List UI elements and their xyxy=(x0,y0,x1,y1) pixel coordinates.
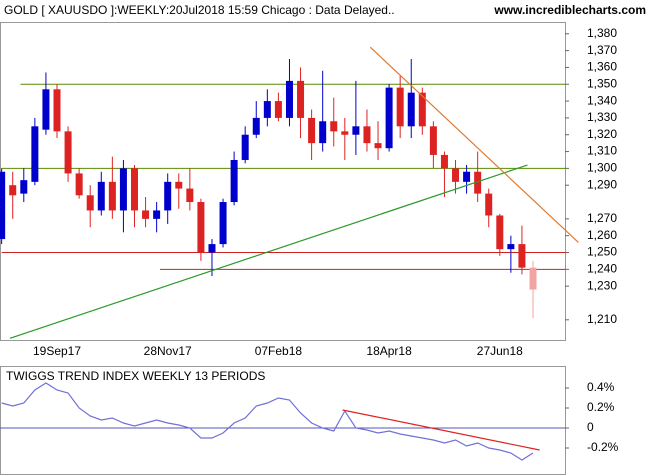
trend-line xyxy=(369,46,579,243)
candle-body xyxy=(407,92,415,127)
candle-body xyxy=(319,121,327,144)
candle-body xyxy=(440,154,448,169)
candle-body xyxy=(418,92,426,127)
candle-body xyxy=(75,173,83,196)
trend-line xyxy=(9,164,528,339)
candle-body xyxy=(119,168,127,211)
candle-body xyxy=(53,89,61,132)
candle-body xyxy=(241,134,249,160)
x-tick-label: 18Apr18 xyxy=(366,344,412,358)
candle-body xyxy=(396,87,404,127)
source: www.incrediblecharts.com xyxy=(493,3,646,17)
candle-body xyxy=(130,168,138,211)
candle-body xyxy=(474,171,482,194)
y-tick-label: 1,320 xyxy=(587,127,617,141)
candle-body xyxy=(86,195,94,211)
y-tick-label: 1,340 xyxy=(587,93,617,107)
chart-title: GOLD [ XAUUSDO ]:WEEKLY:20Jul2018 15:59 … xyxy=(4,3,395,17)
indicator-title: TWIGGS TREND INDEX WEEKLY 13 PERIODS xyxy=(6,369,265,383)
candle-body xyxy=(341,131,349,135)
y-tick-label: 1,210 xyxy=(587,312,617,326)
candle-body xyxy=(274,101,282,118)
candle-body xyxy=(186,188,194,203)
candle-body xyxy=(285,80,293,118)
indicator-line xyxy=(1,382,534,461)
candle-body xyxy=(208,244,216,253)
candle-body xyxy=(142,210,150,219)
candle-body xyxy=(20,180,28,194)
candle-body xyxy=(429,126,437,155)
y-tick-label: 1,310 xyxy=(587,144,617,158)
y-tick-label: 1,350 xyxy=(587,76,617,90)
y-tick-label: 1,330 xyxy=(587,110,617,124)
candle-body xyxy=(230,159,238,203)
candle-body xyxy=(297,80,305,118)
y-tick-label: 1,380 xyxy=(587,26,617,40)
candle-body xyxy=(175,181,183,189)
y-tick-label: 1,360 xyxy=(587,60,617,74)
y-tick-label: 1,270 xyxy=(587,211,617,225)
candle-body xyxy=(31,126,39,182)
indicator-trend-line xyxy=(342,409,540,451)
y-tick-label: 1,230 xyxy=(587,278,617,292)
candle-body xyxy=(219,202,227,245)
x-tick-label: 28Nov17 xyxy=(144,344,192,358)
candle-body xyxy=(42,89,50,130)
candle-body xyxy=(463,171,471,182)
candle-body xyxy=(64,131,72,174)
candle-body xyxy=(518,244,526,268)
y-tick-label: -0.2% xyxy=(587,440,619,454)
candle-body xyxy=(153,210,161,219)
candle-body xyxy=(0,171,6,240)
candle-body xyxy=(308,117,316,144)
candle-body xyxy=(9,185,17,196)
candle-body xyxy=(374,143,382,149)
candle-body xyxy=(97,181,105,211)
candle-body xyxy=(385,87,393,149)
y-tick-label: 1,250 xyxy=(587,245,617,259)
candle-body xyxy=(108,181,116,211)
candle-body xyxy=(197,202,205,253)
candle-body xyxy=(252,117,260,135)
candle-body xyxy=(263,101,271,118)
y-tick-label: 0 xyxy=(587,420,594,434)
candle-body xyxy=(529,267,537,290)
x-tick-label: 27Jun18 xyxy=(477,344,523,358)
candle-body xyxy=(485,193,493,216)
candle-body xyxy=(352,126,360,135)
y-tick-label: 0.2% xyxy=(587,400,615,414)
candle-body xyxy=(164,181,172,211)
x-tick-label: 07Feb18 xyxy=(255,344,303,358)
y-tick-label: 1,300 xyxy=(587,161,617,175)
candle-body xyxy=(507,244,515,250)
candle-body xyxy=(496,215,504,250)
y-tick-label: 1,260 xyxy=(587,228,617,242)
candle-body xyxy=(363,126,371,144)
y-tick-label: 1,370 xyxy=(587,43,617,57)
y-tick-label: 1,240 xyxy=(587,262,617,276)
x-tick-label: 19Sep17 xyxy=(33,344,81,358)
y-tick-label: 1,290 xyxy=(587,177,617,191)
y-tick-label: 0.4% xyxy=(587,380,615,394)
candle-body xyxy=(452,168,460,182)
candle-body xyxy=(330,121,338,132)
